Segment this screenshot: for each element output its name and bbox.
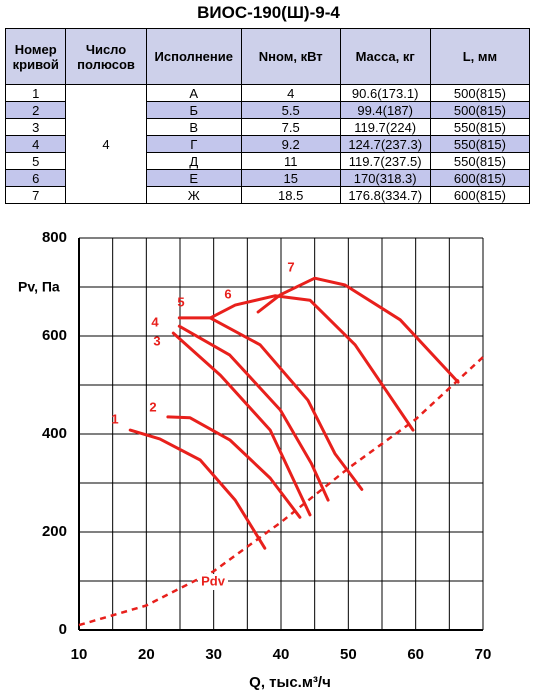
x-tick-label: 50: [340, 646, 357, 663]
cell: 99.4(187): [339, 101, 431, 119]
y-tick-label: 200: [42, 523, 67, 540]
cell: 600(815): [429, 186, 531, 204]
cell: 124.7(237.3): [339, 135, 431, 153]
label-bg: [14, 278, 76, 298]
header-cell: L, мм: [429, 28, 531, 85]
curve: [78, 356, 484, 627]
x-tick-label: 20: [138, 646, 155, 663]
cell: 18.5: [240, 186, 341, 204]
title: ВИОС-190(Ш)-9-4: [197, 3, 340, 22]
table-row: 6 Е 15 170(318.3) 600(815): [4, 169, 531, 187]
x-tick-label: 70: [475, 646, 492, 663]
curve: [177, 316, 364, 491]
y-tick-label: 0: [59, 621, 67, 638]
curve: [171, 331, 312, 517]
cell: 170(318.3): [339, 169, 431, 187]
header-cell: Номер кривой: [4, 28, 67, 85]
table-row: 2 Б 5.5 99.4(187) 500(815): [4, 101, 531, 119]
cell: 550(815): [429, 152, 531, 170]
header-cell: Исполнение: [145, 28, 242, 85]
series-label: 1: [111, 411, 118, 426]
table-row: 4 Г 9.2 124.7(237.3) 550(815): [4, 135, 531, 153]
cell: Ж: [145, 186, 242, 204]
x-tick-label: 30: [205, 646, 222, 663]
y-tick-label: 800: [42, 229, 67, 246]
y-tick-label: 600: [42, 327, 67, 344]
x-tick-label: 10: [71, 646, 88, 663]
cell: 4: [4, 135, 67, 153]
cell: 6: [4, 169, 67, 187]
curve: [166, 415, 302, 519]
cell: 2: [4, 101, 67, 119]
series-label: 4: [151, 314, 159, 329]
curve: [177, 324, 330, 502]
y-axis-label: Pv, Па: [18, 279, 60, 295]
curve: [256, 276, 460, 384]
table-row: 7 Ж 18.5 176.8(334.7) 600(815): [4, 186, 531, 204]
cell: 15: [240, 169, 341, 187]
cell: 176.8(334.7): [339, 186, 431, 204]
label-bg: [198, 574, 228, 590]
curve: [208, 294, 415, 432]
series-label: 2: [149, 399, 156, 414]
cell: 550(815): [429, 135, 531, 153]
series-label: 7: [287, 259, 294, 274]
cell: 9.2: [240, 135, 341, 153]
x-tick-label: 40: [273, 646, 290, 663]
cell: 119.7(224): [339, 118, 431, 136]
curve: [128, 428, 267, 550]
x-axis-label: Q, тыс.м³/ч: [249, 674, 331, 691]
cell: 7: [4, 186, 67, 204]
header-cell: Число полюсов: [65, 28, 147, 85]
cell: 600(815): [429, 169, 531, 187]
series-label: Pdv: [201, 573, 226, 588]
series-label: 5: [177, 294, 184, 309]
x-tick-label: 60: [407, 646, 424, 663]
cell: 4: [65, 84, 147, 204]
series-label: 6: [224, 286, 231, 301]
header-cell: Nном, кВт: [240, 28, 341, 85]
y-tick-label: 400: [42, 425, 67, 442]
cell: 550(815): [429, 118, 531, 136]
spec-table: Номер кривой Число полюсов Исполнение Nном,…: [4, 28, 531, 204]
series-label: 3: [153, 333, 160, 348]
